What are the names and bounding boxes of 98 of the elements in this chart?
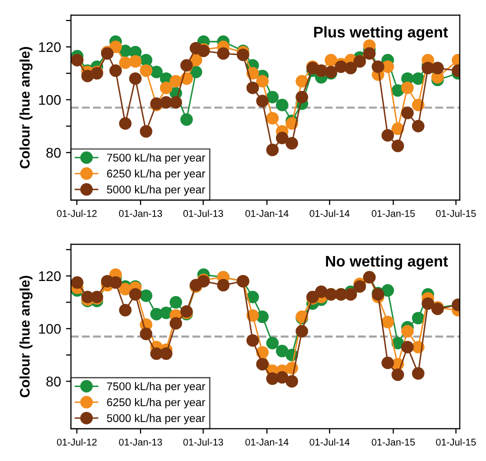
point [217,278,230,292]
point [412,312,424,324]
point [129,55,142,68]
x-tick-label: 01-Jan-15 [372,210,415,217]
point [217,47,230,60]
point [266,112,279,124]
point [150,66,163,78]
point [256,94,269,108]
point [170,296,182,309]
point [70,276,84,289]
point [276,98,288,112]
point [324,54,338,66]
point [180,59,193,72]
point [392,368,404,381]
point [256,74,269,88]
x-tick-label: 01-Jul-13 [183,438,224,446]
point [129,72,142,85]
point [401,82,414,94]
point [129,288,142,301]
point [401,106,414,120]
legend-label: 5000 kL/ha per year [106,414,206,424]
x-tick-label: 01-Jan-13 [119,438,162,446]
point [170,96,182,109]
point [170,317,182,330]
point [266,336,279,350]
point [170,74,182,88]
point [256,346,269,359]
point [246,290,259,304]
point [140,64,152,77]
point [276,371,288,384]
point [119,56,132,69]
legend-label: 7500 kL/ha per year [107,382,206,392]
y-tick-label: 120 [39,271,61,282]
point [392,122,404,136]
x-tick-label: 01-Jan-14 [245,438,289,446]
x-tick-label: 01-Jul-15 [436,210,476,217]
point [119,117,132,130]
x-tick-label: 01-Jan-13 [119,210,162,217]
point [381,356,394,370]
point [246,334,259,347]
point [109,64,122,77]
y-axis-title: Colour (hue angle) [20,276,33,398]
point [109,40,122,54]
x-tick-label: 01-Jul-14 [310,438,350,446]
legend-label: 6250 kL/ha per year [107,169,206,180]
x-tick-label: 01-Jul-14 [310,210,350,217]
x-tick-label: 01-Jul-13 [183,210,224,217]
point [236,48,250,62]
point [109,276,122,289]
x-tick-label: 01-Jul-15 [436,438,476,446]
point [296,90,308,104]
point [286,137,298,150]
x-tick-label: 01-Jan-15 [372,438,415,446]
text: No wetting agent [326,255,448,270]
y-tick-label: 80 [46,148,61,158]
point [344,62,357,74]
legend-label: 7500 kL/ha per year [107,153,206,164]
point [160,306,172,320]
point [381,284,394,297]
text: Plus wetting agent [314,26,448,41]
point [412,367,424,380]
point [412,72,424,85]
point [392,140,404,152]
point [381,129,394,142]
point [422,297,434,310]
point [381,316,394,328]
point [160,82,172,94]
point [266,90,279,104]
point [119,304,132,316]
point [180,113,193,126]
point [246,82,259,94]
point [286,375,298,388]
x-tick-label: 01-Jan-14 [245,210,289,217]
point [296,74,308,88]
point [140,125,152,138]
legend-label: 5000 kL/ha per year [106,185,206,196]
point [431,62,444,74]
y-tick-label: 120 [39,42,61,52]
point [296,325,308,338]
point [363,47,376,60]
point [401,340,414,354]
y-tick-label: 100 [39,95,61,105]
legend-label: 6250 kL/ha per year [107,398,206,408]
point [315,285,328,298]
point [160,347,172,360]
point [140,289,152,302]
point [256,358,269,370]
x-tick-label: 01-Jul-12 [56,438,97,446]
point [140,328,152,340]
point [276,132,288,144]
point [401,325,414,338]
point [276,344,288,358]
point [412,120,424,132]
y-tick-label: 80 [46,376,61,386]
y-axis-title: Colour (hue angle) [20,46,33,168]
point [266,144,279,156]
y-tick-label: 100 [39,324,61,334]
x-tick-label: 01-Jul-12 [56,210,97,217]
